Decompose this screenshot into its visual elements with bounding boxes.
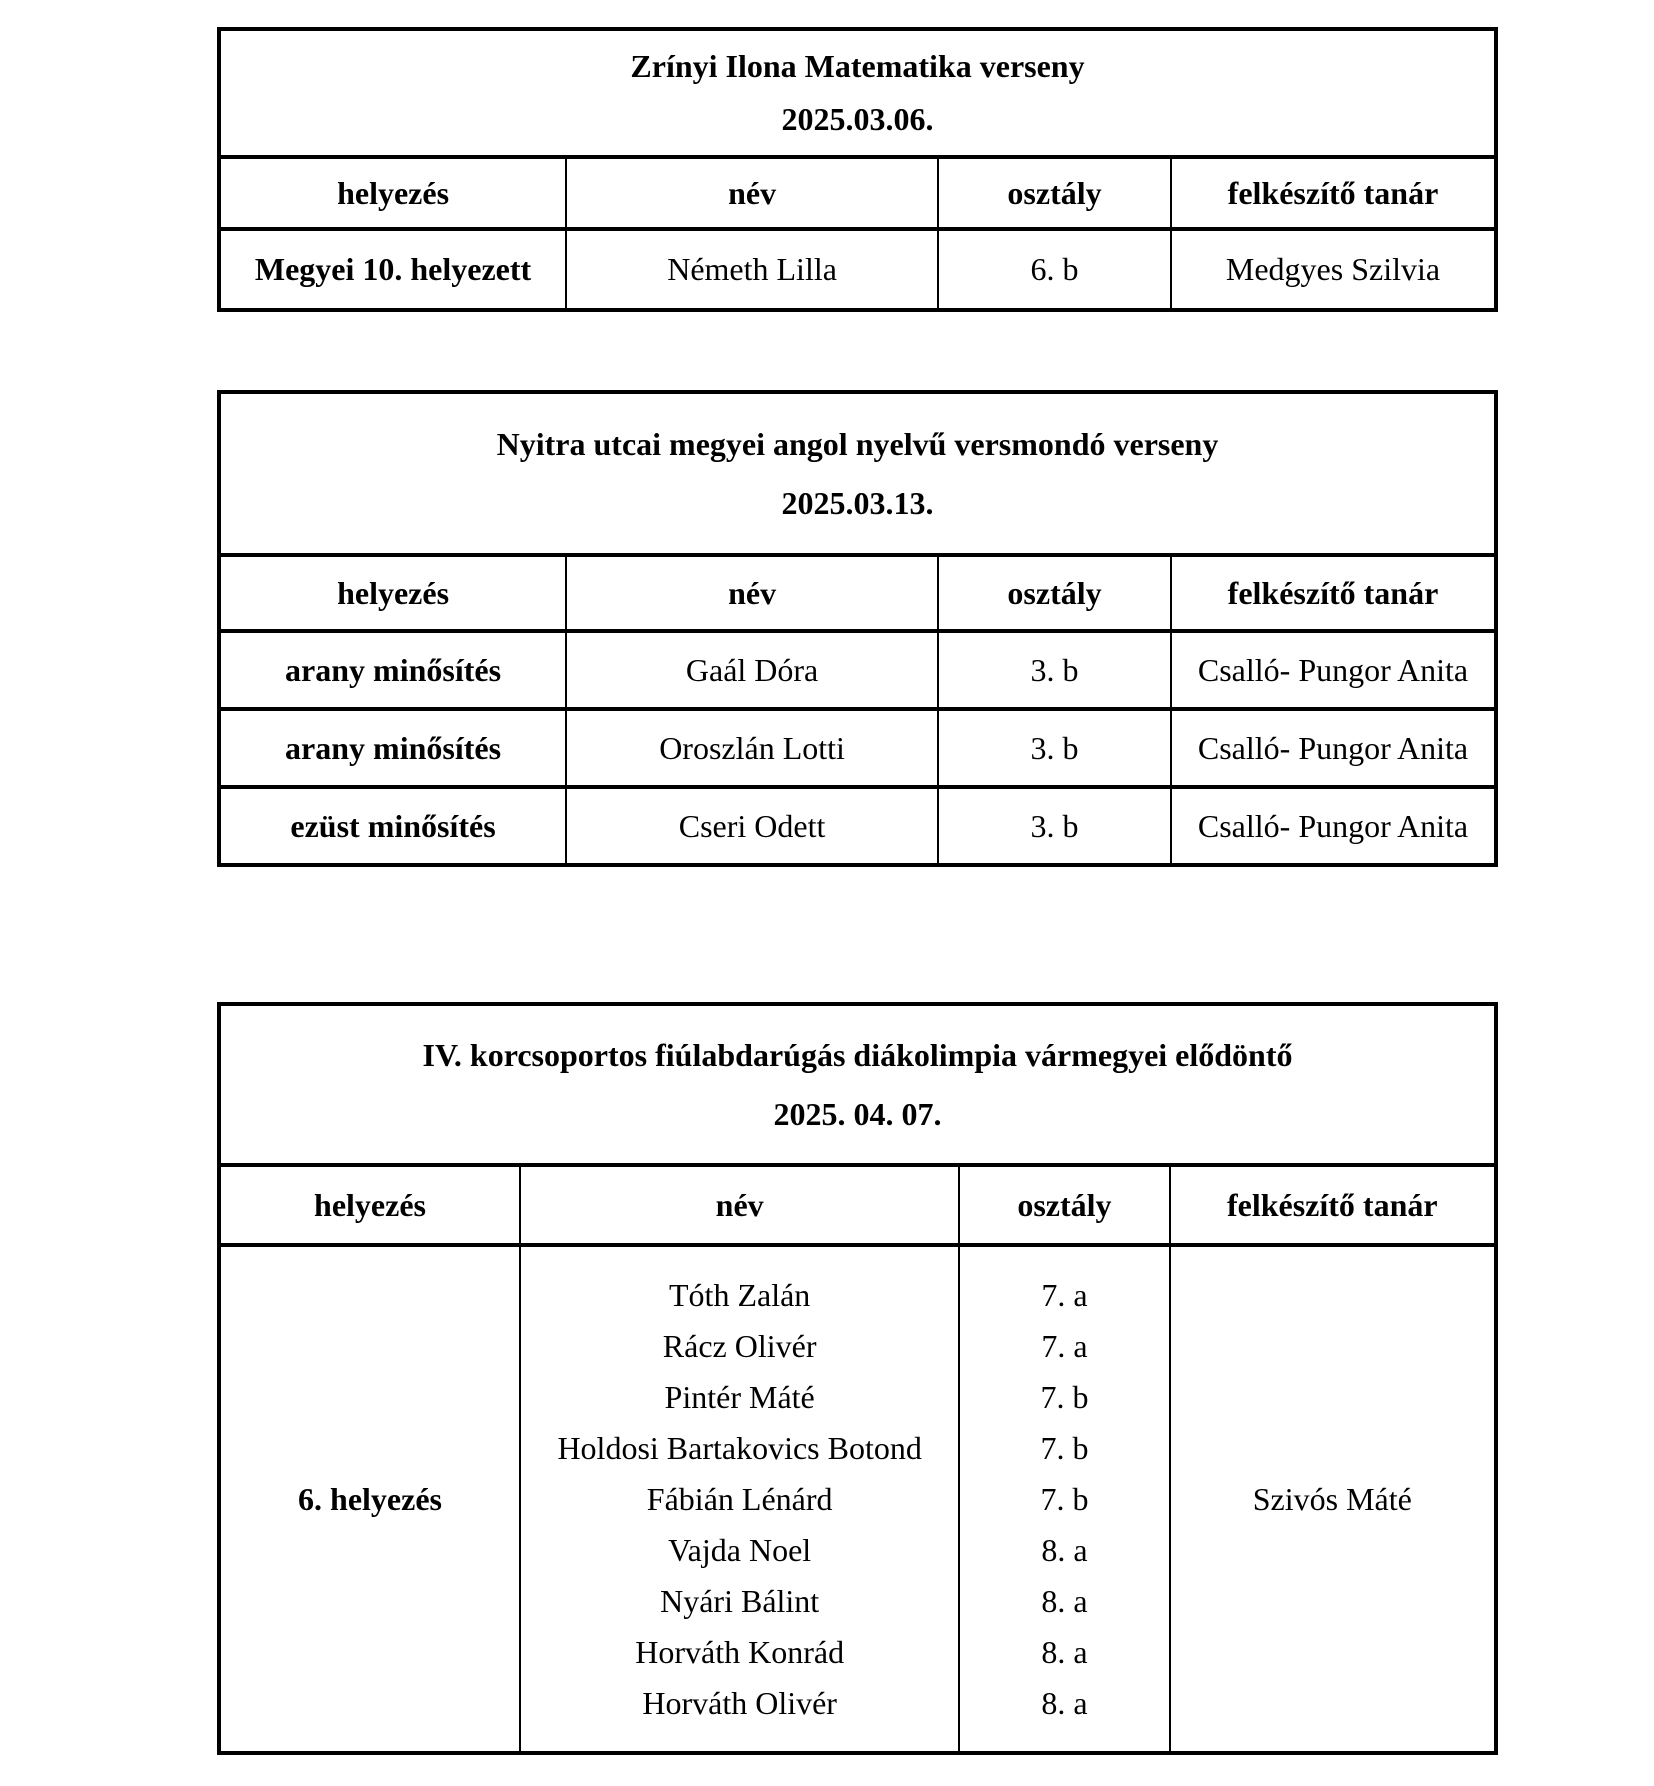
table-date: 2025. 04. 07. — [773, 1095, 942, 1132]
name-cell: Gaál Dóra — [565, 633, 937, 707]
table-date: 2025.03.13. — [781, 484, 934, 521]
class-cell: 6. b — [937, 231, 1170, 308]
table-title: IV. korcsoportos fiúlabdarúgás diákolimp… — [422, 1036, 1293, 1073]
column-header-name: név — [565, 557, 937, 629]
team-member-class: 8. a — [1041, 1582, 1088, 1619]
team-member-class: 7. a — [1041, 1276, 1088, 1313]
team-member-class: 7. a — [1041, 1327, 1088, 1364]
column-header-teacher: felkészítő tanár — [1168, 1167, 1494, 1243]
team-member-name: Vajda Noel — [668, 1531, 812, 1568]
placement-cell: Megyei 10. helyezett — [254, 251, 532, 287]
table-date: 2025.03.06. — [781, 101, 934, 137]
name-cell: Oroszlán Lotti — [565, 711, 937, 785]
table-row: arany minősítés Gaál Dóra 3. b Csalló- P… — [221, 629, 1494, 707]
table-title: Zrínyi Ilona Matematika verseny — [630, 48, 1085, 84]
placement-cell: ezüst minősítés — [290, 807, 496, 844]
team-member-class: 8. a — [1041, 1684, 1088, 1721]
table-title: Nyitra utcai megyei angol nyelvű versmon… — [496, 425, 1219, 462]
name-cell: Németh Lilla — [565, 231, 937, 308]
column-header-placement: helyezés — [314, 1186, 426, 1223]
team-member-name: Holdosi Bartakovics Botond — [557, 1429, 922, 1466]
column-header-class: osztály — [937, 557, 1170, 629]
team-member-class: 7. b — [1040, 1429, 1089, 1466]
team-member-name: Rácz Olivér — [662, 1327, 817, 1364]
team-member-name: Horváth Konrád — [635, 1633, 845, 1670]
table-title-cell: Zrínyi Ilona Matematika verseny 2025.03.… — [221, 31, 1494, 155]
team-member-name: Nyári Bálint — [660, 1582, 820, 1619]
competition-table-versmondo: Nyitra utcai megyei angol nyelvű versmon… — [217, 390, 1498, 867]
placement-cell: arany minősítés — [285, 651, 502, 688]
table-row: ezüst minősítés Cseri Odett 3. b Csalló-… — [221, 785, 1494, 863]
team-member-name: Tóth Zalán — [669, 1276, 811, 1313]
table-row: arany minősítés Oroszlán Lotti 3. b Csal… — [221, 707, 1494, 785]
column-header-placement: helyezés — [337, 174, 450, 211]
team-member-name: Pintér Máté — [664, 1378, 815, 1415]
team-names-cell: Tóth Zalán Rácz Olivér Pintér Máté Holdo… — [519, 1247, 958, 1751]
team-member-class: 8. a — [1041, 1633, 1088, 1670]
team-member-class: 7. b — [1040, 1378, 1089, 1415]
competition-table-zrinyi: Zrínyi Ilona Matematika verseny 2025.03.… — [217, 27, 1498, 312]
table-title-cell: Nyitra utcai megyei angol nyelvű versmon… — [221, 394, 1494, 553]
class-cell: 3. b — [937, 789, 1170, 863]
team-member-name: Horváth Olivér — [642, 1684, 837, 1721]
table-row: Megyei 10. helyezett Németh Lilla 6. b M… — [221, 227, 1494, 308]
teacher-cell: Szivós Máté — [1168, 1247, 1494, 1751]
column-header-placement: helyezés — [337, 574, 450, 611]
column-header-teacher: felkészítő tanár — [1170, 159, 1494, 227]
name-cell: Cseri Odett — [565, 789, 937, 863]
teacher-cell: Csalló- Pungor Anita — [1170, 789, 1494, 863]
placement-cell: arany minősítés — [285, 729, 502, 766]
header-row: helyezés név osztály felkészítő tanár — [221, 155, 1494, 227]
class-cell: 3. b — [937, 633, 1170, 707]
placement-cell: 6. helyezés — [298, 1480, 442, 1517]
team-member-class: 7. b — [1040, 1480, 1089, 1517]
header-row: helyezés név osztály felkészítő tanár — [221, 1163, 1494, 1243]
teacher-cell: Medgyes Szilvia — [1170, 231, 1494, 308]
column-header-name: név — [565, 159, 937, 227]
header-row: helyezés név osztály felkészítő tanár — [221, 553, 1494, 629]
team-result-row: 6. helyezés Tóth Zalán Rácz Olivér Pinté… — [221, 1243, 1494, 1751]
table-title-cell: IV. korcsoportos fiúlabdarúgás diákolimp… — [221, 1006, 1494, 1163]
team-member-class: 8. a — [1041, 1531, 1088, 1568]
competition-table-diakolimpia: IV. korcsoportos fiúlabdarúgás diákolimp… — [217, 1002, 1498, 1755]
column-header-teacher: felkészítő tanár — [1170, 557, 1494, 629]
team-member-name: Fábián Lénárd — [646, 1480, 833, 1517]
team-classes-cell: 7. a 7. a 7. b 7. b 7. b 8. a 8. a 8. a … — [958, 1247, 1168, 1751]
column-header-name: név — [519, 1167, 958, 1243]
class-cell: 3. b — [937, 711, 1170, 785]
column-header-class: osztály — [937, 159, 1170, 227]
teacher-cell: Csalló- Pungor Anita — [1170, 633, 1494, 707]
column-header-class: osztály — [958, 1167, 1168, 1243]
teacher-cell: Csalló- Pungor Anita — [1170, 711, 1494, 785]
